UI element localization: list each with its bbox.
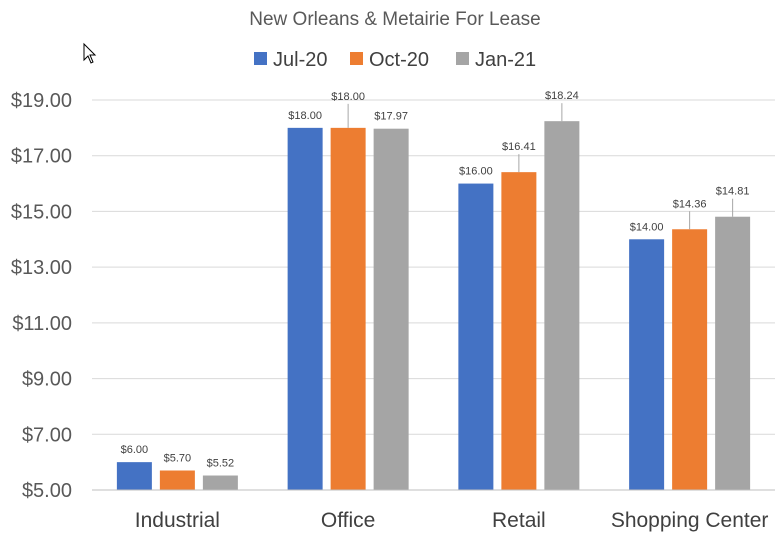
bar — [202, 475, 238, 490]
y-tick-label: $15.00 — [11, 201, 72, 223]
legend-label: Jul-20 — [273, 49, 327, 71]
bar — [629, 239, 665, 490]
legend: Jul-20 Oct-20 Jan-21 — [254, 49, 536, 71]
data-labels: $6.00 $5.70 $5.52 $18.00 $18.00 $17.97 $16.00 $… — [121, 90, 750, 469]
bar — [458, 183, 494, 491]
bar — [715, 216, 751, 490]
legend-swatch — [254, 52, 267, 65]
data-label: $17.97 — [374, 111, 408, 123]
data-label: $14.36 — [673, 198, 707, 210]
data-label: $18.24 — [545, 90, 579, 102]
y-tick-label: $5.00 — [22, 480, 72, 502]
gridlines — [92, 99, 775, 435]
data-label: $18.00 — [331, 91, 365, 103]
data-label: $5.52 — [207, 458, 235, 470]
data-label: $18.00 — [288, 110, 322, 122]
legend-label: Oct-20 — [369, 49, 429, 71]
data-label: $16.00 — [459, 166, 493, 178]
legend-label: Jan-21 — [475, 49, 536, 71]
data-label: $14.81 — [716, 186, 750, 198]
x-category-label: Shopping Center — [611, 509, 769, 532]
y-tick-label: $17.00 — [11, 146, 72, 168]
bar — [501, 172, 537, 490]
bar — [373, 128, 409, 490]
bar — [544, 121, 580, 491]
data-label: $5.70 — [164, 453, 192, 465]
data-label: $14.00 — [630, 221, 664, 233]
bar — [330, 127, 366, 490]
y-tick-label: $19.00 — [11, 90, 72, 112]
bar — [159, 470, 195, 490]
data-label: $6.00 — [121, 444, 149, 456]
bar — [116, 462, 152, 490]
legend-swatch — [456, 52, 469, 65]
x-axis: Industrial Office Retail Shopping Center — [92, 489, 775, 532]
y-tick-label: $9.00 — [22, 369, 72, 391]
data-label: $16.41 — [502, 141, 536, 153]
x-category-label: Office — [321, 509, 375, 532]
y-tick-label: $11.00 — [12, 313, 72, 335]
cursor-icon — [83, 42, 97, 64]
chart-title: New Orleans & Metairie For Lease — [249, 9, 540, 30]
y-tick-label: $13.00 — [11, 257, 72, 279]
legend-swatch — [350, 52, 363, 65]
bar — [672, 229, 708, 490]
x-category-label: Industrial — [135, 509, 220, 532]
y-axis: $5.00 $7.00 $9.00 $11.00 $13.00 $15.00 $17.00 $… — [11, 90, 72, 502]
bars — [116, 121, 751, 491]
bar — [287, 127, 323, 490]
x-category-label: Retail — [492, 509, 546, 532]
y-tick-label: $7.00 — [22, 424, 72, 446]
